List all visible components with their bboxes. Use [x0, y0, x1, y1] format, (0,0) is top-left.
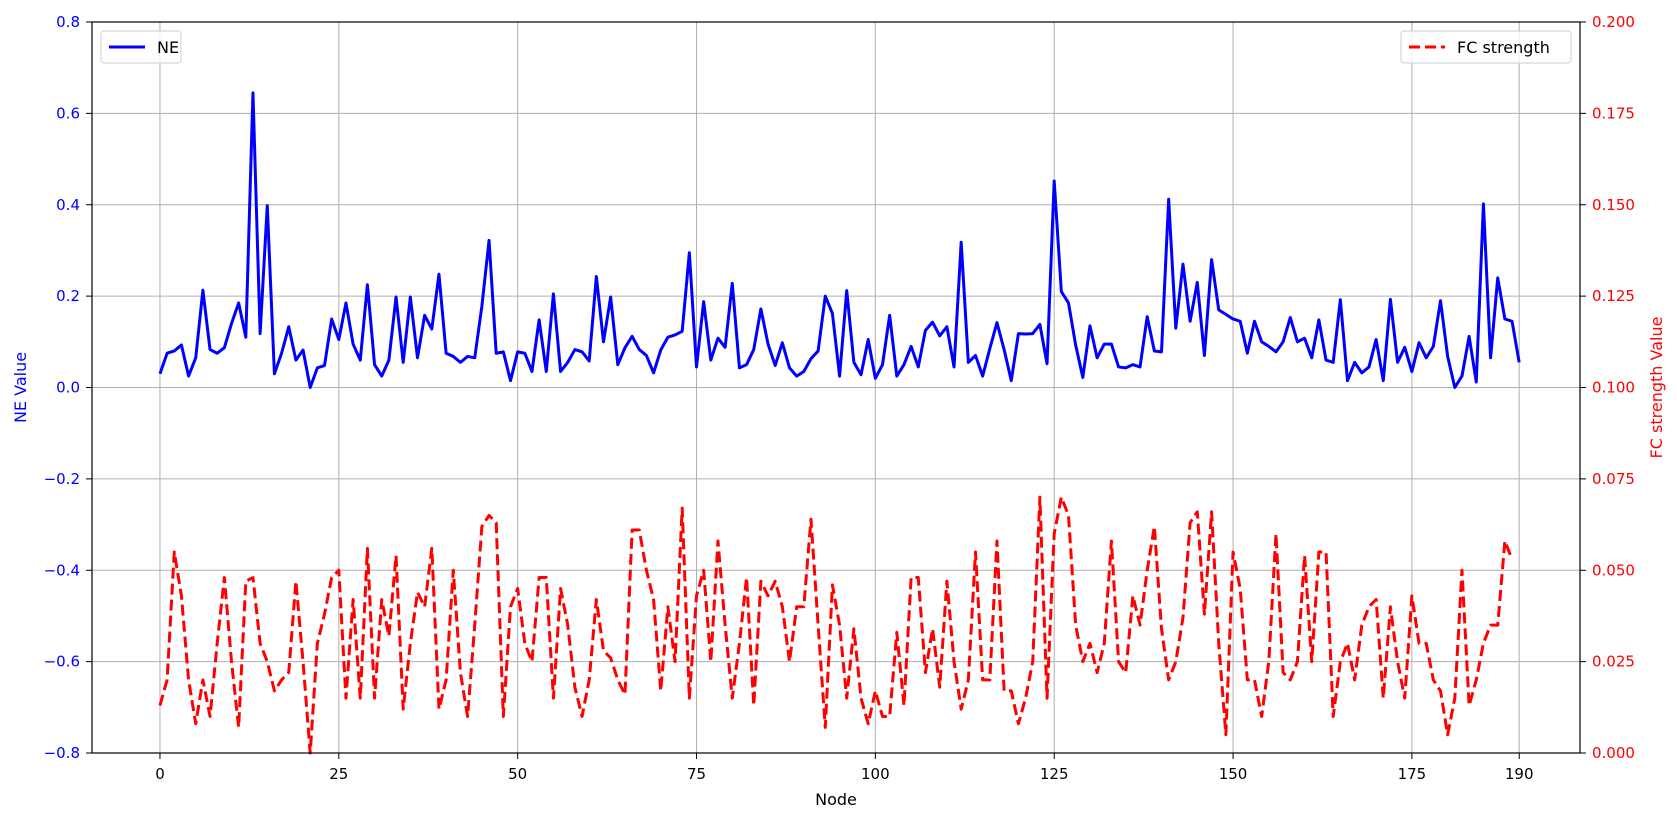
x-tick-label: 50 — [508, 765, 527, 783]
right-tick-label: 0.200 — [1592, 13, 1635, 31]
legend-fc: FC strength — [1400, 30, 1572, 64]
legend-ne: NE — [100, 30, 182, 64]
right-tick-label: 0.100 — [1592, 379, 1635, 397]
right-tick-label: 0.000 — [1592, 744, 1635, 762]
legend-fc-box — [1400, 30, 1572, 64]
legend-fc-label: FC strength — [1457, 38, 1550, 57]
x-tick-label: 150 — [1219, 765, 1248, 783]
right-tick-label: 0.175 — [1592, 104, 1635, 122]
x-tick-label: 175 — [1398, 765, 1427, 783]
left-tick-label: −0.4 — [44, 561, 80, 579]
axis-ticks: 0 25 50 75 100 125 150 175 190 −0.8 −0.6 −0.4 −0.2 0.… — [44, 13, 1635, 783]
left-tick-label: −0.8 — [44, 744, 80, 762]
x-tick-label: 25 — [329, 765, 348, 783]
right-y-axis-label: FC strength Value — [1647, 317, 1666, 459]
right-tick-label: 0.025 — [1592, 653, 1635, 671]
left-tick-label: 0.6 — [56, 104, 80, 122]
left-tick-label: −0.6 — [44, 653, 80, 671]
x-tick-label: 125 — [1040, 765, 1069, 783]
x-axis-label: Node — [815, 790, 857, 809]
x-tick-label: 0 — [155, 765, 165, 783]
x-tick-label: 75 — [687, 765, 706, 783]
right-tick-label: 0.050 — [1592, 561, 1635, 579]
right-tick-label: 0.075 — [1592, 470, 1635, 488]
series-lines — [158, 91, 1521, 755]
x-tick-label: 190 — [1505, 765, 1534, 783]
left-tick-label: 0.0 — [56, 379, 80, 397]
left-tick-label: −0.2 — [44, 470, 80, 488]
legend-ne-label: NE — [157, 38, 179, 57]
right-tick-label: 0.150 — [1592, 196, 1635, 214]
fc-strength-series-line — [158, 495, 1514, 755]
right-tick-label: 0.125 — [1592, 287, 1635, 305]
ne-series-line — [158, 91, 1521, 389]
x-tick-label: 100 — [861, 765, 890, 783]
left-y-axis-label: NE Value — [11, 352, 30, 423]
left-tick-label: 0.2 — [56, 287, 80, 305]
left-tick-label: 0.8 — [56, 13, 80, 31]
left-tick-label: 0.4 — [56, 196, 80, 214]
